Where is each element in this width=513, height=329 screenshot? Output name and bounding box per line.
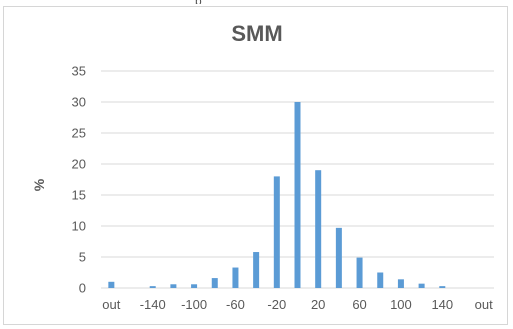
bar [232, 267, 239, 288]
x-tick-label: 100 [390, 297, 412, 312]
bar [377, 272, 384, 288]
x-tick-label: -100 [181, 297, 207, 312]
bar [170, 284, 177, 288]
y-tick-label: 15 [72, 188, 86, 203]
y-tick-label: 20 [72, 157, 86, 172]
bar [149, 286, 156, 288]
y-axis-label: % [31, 178, 47, 191]
x-tick-label: -140 [140, 297, 166, 312]
top-strip [0, 0, 513, 4]
bar [418, 283, 425, 288]
bar [294, 102, 301, 288]
y-axis-ticks: 0 5 10 15 20 25 30 35 [72, 64, 86, 296]
x-axis-ticks: out -140 -100 -60 -20 20 60 100 140 out [102, 297, 493, 312]
y-tick-label: 10 [72, 219, 86, 234]
bar [211, 278, 218, 288]
y-tick-label: 5 [79, 250, 86, 265]
x-tick-label: 60 [352, 297, 366, 312]
bar [439, 286, 446, 288]
chart-title: SMM [231, 21, 282, 46]
x-tick-label: -60 [226, 297, 245, 312]
cropped-caption-fragment: p [195, 0, 227, 4]
bar [356, 257, 363, 288]
bar [335, 227, 342, 288]
bars [108, 102, 446, 288]
x-tick-label: -20 [267, 297, 286, 312]
y-tick-label: 35 [72, 64, 86, 79]
x-tick-label: out [102, 297, 120, 312]
bar [191, 284, 198, 288]
y-tick-label: 30 [72, 95, 86, 110]
smm-bar-chart: 0 5 10 15 20 25 30 35 out -140 -100 -60 -20 20 60 100 1… [31, 21, 494, 312]
chart-frame: 0 5 10 15 20 25 30 35 out -140 -100 -60 -20 20 60 100 1… [3, 6, 508, 325]
y-tick-label: 25 [72, 126, 86, 141]
bar [108, 281, 115, 288]
y-tick-label: 0 [79, 281, 86, 296]
bar [397, 279, 404, 288]
x-tick-label: 140 [431, 297, 453, 312]
bar [273, 176, 280, 288]
x-tick-label: 20 [311, 297, 325, 312]
x-tick-label: out [475, 297, 493, 312]
bar [315, 170, 322, 288]
bar [253, 252, 260, 288]
